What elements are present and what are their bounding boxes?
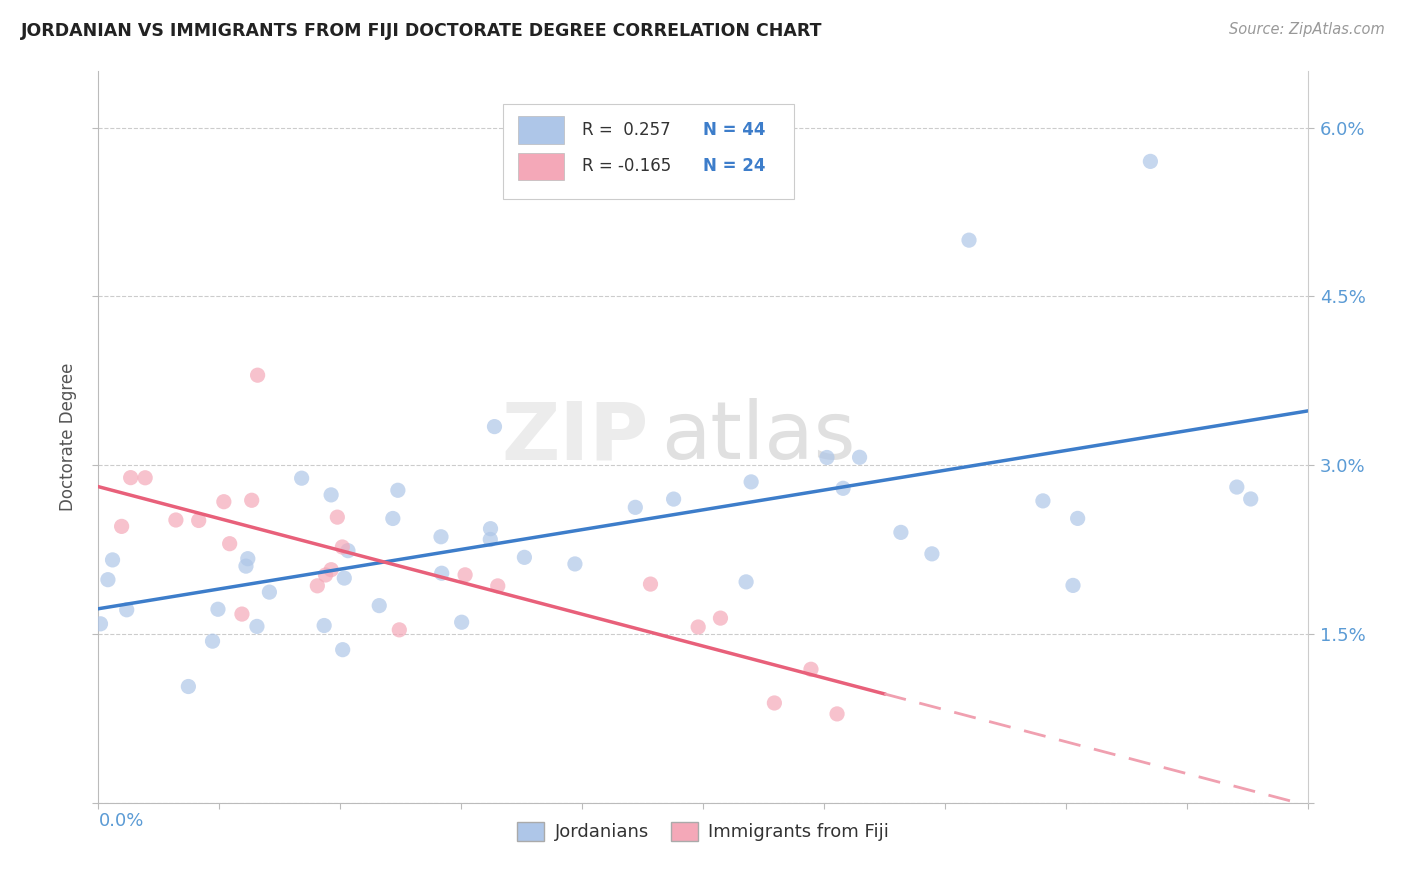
FancyBboxPatch shape: [503, 104, 793, 200]
Point: [709, 611, 731, 625]
Point: [1066, 511, 1088, 525]
Legend: Jordanians, Immigrants from Fiji: Jordanians, Immigrants from Fiji: [509, 814, 897, 848]
Point: [307, 579, 329, 593]
Point: [848, 450, 870, 465]
FancyBboxPatch shape: [517, 153, 564, 180]
Point: [800, 662, 823, 676]
Point: [177, 680, 200, 694]
Point: [486, 579, 509, 593]
Point: [97, 573, 120, 587]
Point: [259, 585, 281, 599]
Text: JORDANIAN VS IMMIGRANTS FROM FIJI DOCTORATE DEGREE CORRELATION CHART: JORDANIAN VS IMMIGRANTS FROM FIJI DOCTOR…: [21, 22, 823, 40]
Point: [825, 706, 848, 721]
Point: [1226, 480, 1249, 494]
Point: [235, 559, 257, 574]
Point: [479, 533, 502, 547]
Point: [207, 602, 229, 616]
Point: [1032, 494, 1054, 508]
Point: [101, 553, 124, 567]
Point: [957, 233, 980, 247]
Point: [368, 599, 391, 613]
Point: [564, 557, 586, 571]
Point: [430, 566, 453, 581]
Point: [333, 571, 356, 585]
Point: [662, 492, 685, 507]
Text: atlas: atlas: [661, 398, 855, 476]
Point: [291, 471, 314, 485]
Point: [763, 696, 786, 710]
Y-axis label: Doctorate Degree: Doctorate Degree: [59, 363, 77, 511]
Point: [513, 550, 536, 565]
Point: [479, 522, 502, 536]
Text: N = 44: N = 44: [703, 121, 765, 139]
Point: [330, 540, 353, 554]
Point: [430, 530, 453, 544]
Point: [740, 475, 762, 489]
Point: [688, 620, 710, 634]
Point: [624, 500, 647, 515]
Point: [735, 574, 758, 589]
Text: ZIP: ZIP: [502, 398, 648, 476]
Point: [921, 547, 943, 561]
Point: [890, 525, 912, 540]
Point: [165, 513, 187, 527]
Point: [326, 510, 349, 524]
Point: [321, 563, 343, 577]
Point: [484, 419, 506, 434]
Point: [314, 618, 336, 632]
Point: [315, 568, 337, 582]
Text: R =  0.257: R = 0.257: [582, 121, 671, 139]
Point: [832, 481, 855, 495]
Point: [332, 642, 354, 657]
Text: R = -0.165: R = -0.165: [582, 158, 671, 176]
Point: [120, 470, 142, 484]
Point: [381, 511, 404, 525]
Point: [450, 615, 472, 630]
Text: 0.0%: 0.0%: [98, 812, 143, 830]
Point: [1240, 491, 1263, 506]
Point: [115, 603, 138, 617]
Point: [201, 634, 224, 648]
Text: Source: ZipAtlas.com: Source: ZipAtlas.com: [1229, 22, 1385, 37]
Point: [236, 551, 259, 566]
FancyBboxPatch shape: [517, 116, 564, 144]
Point: [231, 607, 253, 621]
Point: [640, 577, 662, 591]
Point: [218, 537, 240, 551]
Point: [89, 616, 111, 631]
Text: N = 24: N = 24: [703, 158, 765, 176]
Point: [387, 483, 409, 498]
Point: [212, 494, 235, 508]
Point: [1062, 578, 1084, 592]
Point: [321, 488, 343, 502]
Point: [134, 471, 156, 485]
Point: [454, 567, 477, 582]
Point: [111, 519, 134, 533]
Point: [246, 368, 269, 383]
Point: [1139, 154, 1161, 169]
Point: [240, 493, 263, 508]
Point: [246, 619, 269, 633]
Point: [336, 543, 359, 558]
Point: [815, 450, 838, 465]
Point: [187, 513, 209, 527]
Point: [388, 623, 411, 637]
